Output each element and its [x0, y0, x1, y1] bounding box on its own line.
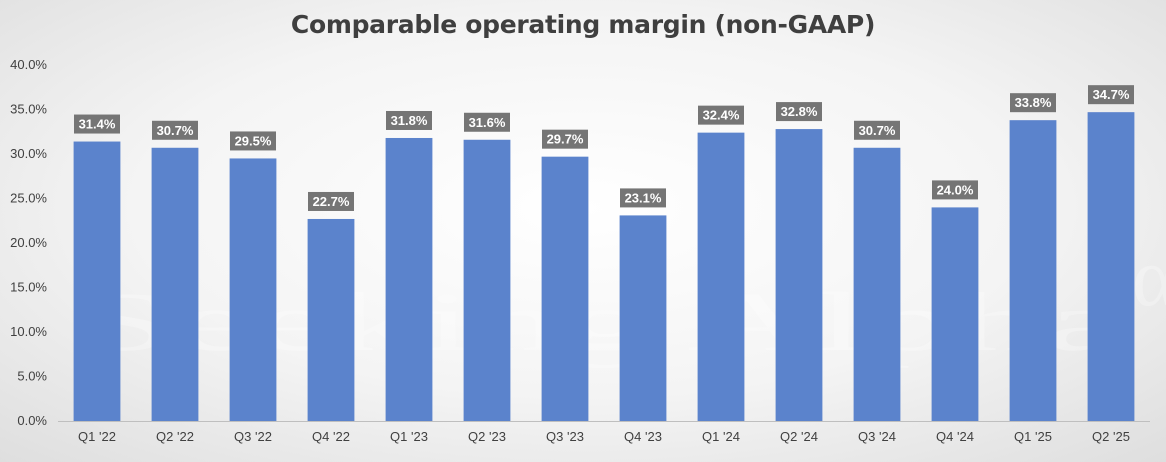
data-label: 29.7% [547, 132, 584, 147]
data-label-box [74, 114, 120, 134]
y-tick-label: 20.0% [10, 235, 47, 250]
data-label-box [776, 102, 822, 122]
bar [73, 141, 121, 422]
data-label-box [698, 105, 744, 125]
y-tick-label: 25.0% [10, 191, 47, 206]
data-labels: 31.4% 30.7% 29.5% 22.7% 31.8% 31.6% 29.7% 23.1%… [74, 85, 1134, 211]
bars [73, 112, 1135, 422]
data-label: 23.1% [625, 190, 662, 205]
data-label: 31.4% [79, 117, 116, 132]
data-label: 22.7% [313, 194, 350, 209]
data-label: 32.8% [781, 104, 818, 119]
data-label: 30.7% [859, 123, 896, 138]
x-tick-label: Q1 '23 [390, 429, 428, 444]
x-tick-label: Q4 '24 [936, 429, 974, 444]
x-axis: Q1 '22 Q2 '22 Q3 '22 Q4 '22 Q1 '23 Q2 '23 Q3 '… [58, 421, 1150, 444]
bar [775, 129, 823, 421]
data-label-box [542, 129, 588, 149]
bar [151, 147, 199, 421]
x-tick-label: Q2 '22 [156, 429, 194, 444]
y-tick-label: 0.0% [17, 413, 47, 428]
bar [229, 158, 277, 421]
bar [385, 137, 433, 422]
y-tick-label: 40.0% [10, 57, 47, 72]
bar [697, 132, 745, 421]
data-label-box [386, 110, 432, 130]
x-tick-label: Q4 '23 [624, 429, 662, 444]
x-tick-label: Q4 '22 [312, 429, 350, 444]
bar [853, 147, 901, 421]
data-label: 33.8% [1015, 95, 1052, 110]
data-label-box [620, 188, 666, 208]
data-label: 31.8% [391, 113, 428, 128]
y-tick-label: 5.0% [17, 369, 47, 384]
y-tick-label: 15.0% [10, 280, 47, 295]
bar [463, 139, 511, 421]
data-label: 29.5% [235, 133, 272, 148]
x-tick-label: Q3 '22 [234, 429, 272, 444]
bar [619, 215, 667, 421]
data-label-box [152, 120, 198, 140]
y-tick-label: 35.0% [10, 102, 47, 117]
data-label: 31.6% [469, 115, 506, 130]
x-tick-label: Q3 '23 [546, 429, 584, 444]
watermark-alpha-icon: α [1132, 231, 1166, 324]
data-label: 32.4% [703, 108, 740, 123]
data-label-box [854, 120, 900, 140]
data-label-box [1088, 85, 1134, 105]
data-label: 30.7% [157, 123, 194, 138]
x-tick-label: Q2 '25 [1092, 429, 1130, 444]
y-tick-label: 10.0% [10, 324, 47, 339]
bar [1087, 112, 1135, 422]
data-label-box [308, 191, 354, 211]
x-tick-label: Q2 '23 [468, 429, 506, 444]
x-tick-label: Q2 '24 [780, 429, 818, 444]
y-axis: 0.0% 5.0% 10.0% 15.0% 20.0% 25.0% 30.0% 35.0% 40… [10, 57, 47, 428]
x-tick-label: Q1 '24 [702, 429, 740, 444]
data-label-box [1010, 93, 1056, 113]
data-label-box [932, 180, 978, 200]
data-label: 34.7% [1093, 87, 1130, 102]
data-label-box [464, 112, 510, 132]
x-tick-label: Q1 '25 [1014, 429, 1052, 444]
data-label: 24.0% [937, 182, 974, 197]
y-tick-label: 30.0% [10, 146, 47, 161]
chart-title: Comparable operating margin (non-GAAP) [290, 10, 876, 39]
bar [541, 156, 589, 422]
bar [307, 218, 355, 421]
x-tick-label: Q3 '24 [858, 429, 896, 444]
bar [1009, 120, 1057, 422]
bar [931, 207, 979, 421]
x-tick-label: Q1 '22 [78, 429, 116, 444]
data-label-box [230, 131, 276, 151]
